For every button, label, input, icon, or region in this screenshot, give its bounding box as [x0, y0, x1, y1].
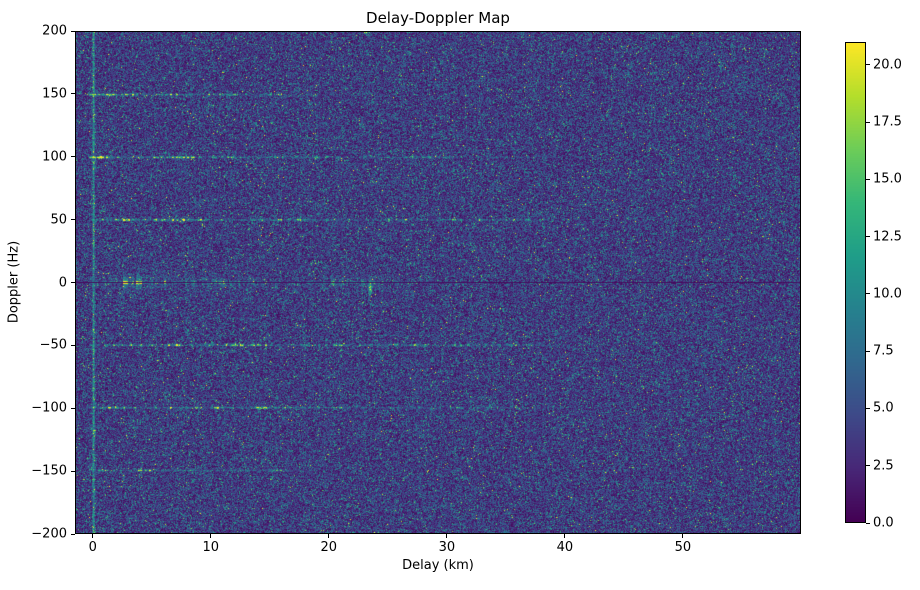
x-tick-label: 50: [674, 540, 692, 555]
colorbar-tick-mark: [866, 236, 870, 238]
y-tick-label: −200: [31, 526, 67, 542]
x-tick-mark: [446, 534, 448, 538]
colorbar: [845, 42, 866, 523]
y-tick-label: −100: [31, 400, 67, 416]
chart-title: Delay-Doppler Map: [366, 9, 510, 27]
colorbar-tick-mark: [866, 407, 870, 409]
colorbar-tick-label: 2.5: [873, 458, 894, 474]
x-tick-label: 20: [320, 540, 338, 555]
y-tick-mark: [71, 30, 75, 32]
x-tick-label: 10: [202, 540, 220, 555]
colorbar-tick-mark: [866, 178, 870, 180]
colorbar-canvas: [846, 43, 865, 522]
colorbar-tick-label: 12.5: [873, 229, 902, 245]
heatmap-canvas: [76, 32, 800, 533]
colorbar-tick-mark: [866, 350, 870, 352]
x-tick-mark: [564, 534, 566, 538]
y-tick-label: −50: [39, 337, 67, 353]
y-axis-label: Doppler (Hz): [6, 240, 22, 324]
y-tick-label: 200: [42, 23, 67, 39]
x-tick-mark: [210, 534, 212, 538]
x-tick-mark: [328, 534, 330, 538]
colorbar-tick-label: 0.0: [873, 515, 894, 531]
x-tick-label: 30: [438, 540, 456, 555]
y-tick-label: 0: [58, 275, 67, 290]
y-tick-label: 100: [42, 149, 67, 165]
y-tick-label: 150: [42, 86, 67, 102]
x-tick-label: 0: [88, 540, 97, 555]
colorbar-tick-mark: [866, 121, 870, 123]
colorbar-tick-mark: [866, 293, 870, 295]
colorbar-tick-label: 5.0: [873, 400, 894, 416]
y-tick-mark: [71, 533, 75, 535]
x-tick-mark: [682, 534, 684, 538]
y-tick-mark: [71, 407, 75, 409]
y-tick-label: 50: [50, 212, 67, 228]
colorbar-tick-label: 20.0: [873, 57, 902, 73]
x-tick-mark: [92, 534, 94, 538]
colorbar-tick-label: 17.5: [873, 114, 902, 130]
y-tick-mark: [71, 470, 75, 472]
colorbar-tick-label: 7.5: [873, 343, 894, 359]
y-tick-mark: [71, 344, 75, 346]
colorbar-tick-mark: [866, 465, 870, 467]
plot-area: [75, 31, 801, 534]
y-tick-mark: [71, 93, 75, 95]
y-tick-mark: [71, 156, 75, 158]
colorbar-tick-mark: [866, 64, 870, 66]
y-tick-mark: [71, 282, 75, 283]
x-tick-label: 40: [556, 540, 574, 555]
x-axis-label: Delay (km): [402, 558, 474, 573]
y-tick-label: −150: [31, 463, 67, 479]
y-tick-mark: [71, 219, 75, 221]
colorbar-tick-mark: [866, 522, 870, 524]
colorbar-tick-label: 15.0: [873, 171, 902, 187]
colorbar-tick-label: 10.0: [873, 286, 902, 302]
